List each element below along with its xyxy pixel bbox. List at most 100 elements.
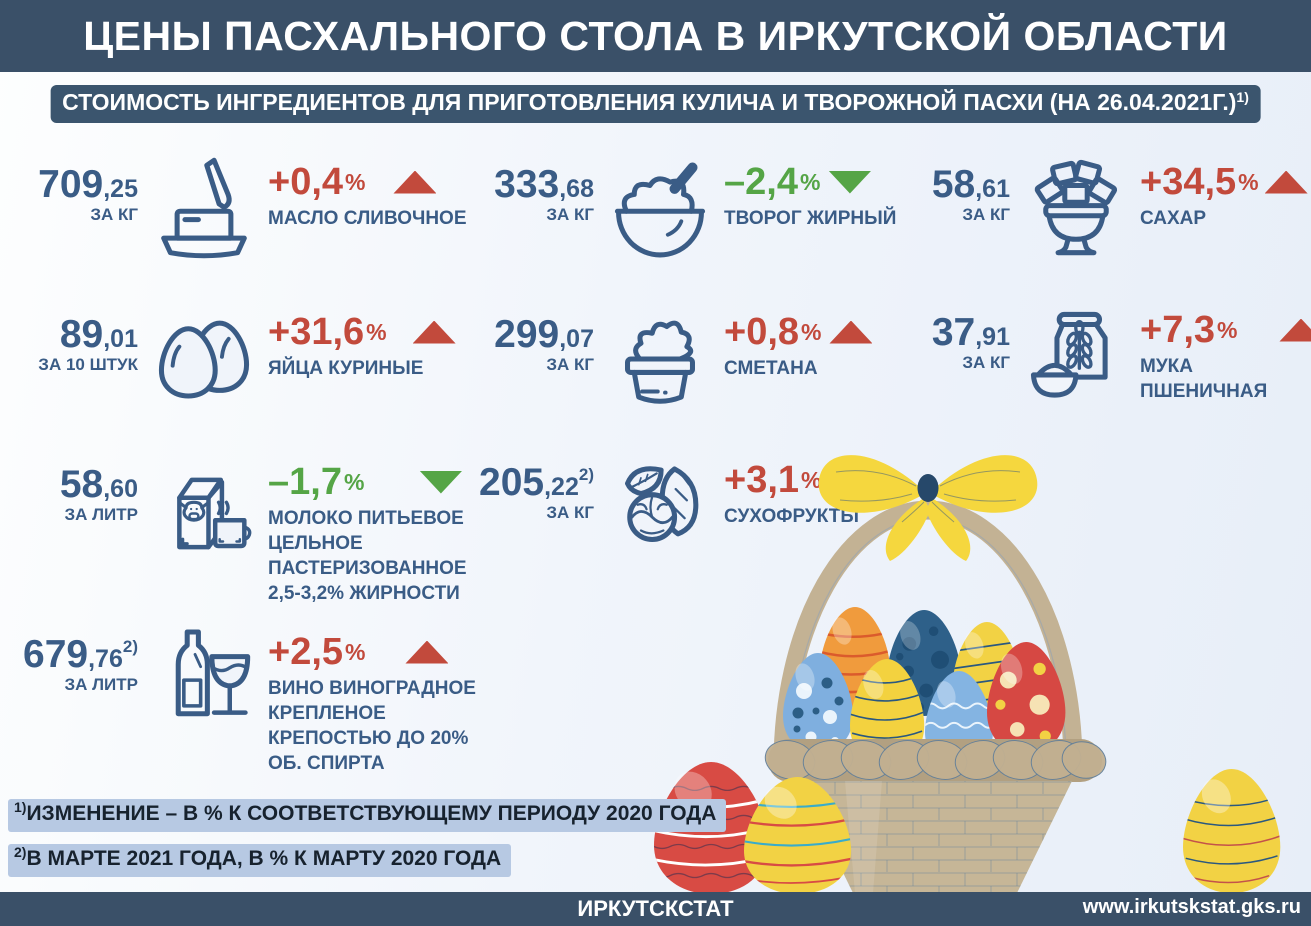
- page-title: ЦЕНЫ ПАСХАЛЬНОГО СТОЛА В ИРКУТСКОЙ ОБЛАС…: [83, 12, 1228, 59]
- price-value: 679: [23, 633, 89, 676]
- footnote-1-marker: 1): [14, 799, 27, 815]
- product-label: ЯЙЦА КУРИНЫЕ: [268, 358, 424, 379]
- price-unit: ЗА ЛИТР: [64, 505, 138, 524]
- product-sugar: 58,61 ЗА КГ +34,5% САХАР: [908, 150, 1308, 268]
- sugar-icon: [1020, 150, 1132, 268]
- price-unit: ЗА 10 ШТУК: [38, 355, 138, 374]
- price-decimals: ,76: [88, 645, 123, 673]
- price-decimals: ,60: [103, 475, 138, 503]
- product-label: МОЛОКО ПИТЬЕВОЕ ЦЕЛЬНОЕ ПАСТЕРИЗОВАННОЕ …: [268, 508, 467, 605]
- price-decimals: ,91: [975, 323, 1010, 351]
- price-block: 333,68 ЗА КГ: [466, 150, 594, 225]
- product-label: СМЕТАНА: [724, 358, 818, 379]
- price-decimals: ,07: [559, 325, 594, 353]
- price-decimals: ,22: [544, 473, 579, 501]
- price-decimals: ,25: [103, 175, 138, 203]
- change-value: +2,5: [268, 631, 344, 673]
- change-block: +0,8% СМЕТАНА: [724, 300, 873, 381]
- price-unit: ЗА КГ: [546, 503, 594, 522]
- price-decimals: ,01: [103, 325, 138, 353]
- org-name: ИРКУТСКСТАТ: [577, 896, 734, 921]
- price-value: 89: [59, 313, 104, 356]
- change-block: +0,4% МАСЛО СЛИВОЧНОЕ: [268, 150, 467, 231]
- egg-blue-dotted: [783, 653, 853, 753]
- price-decimals: ,61: [975, 175, 1010, 203]
- price-unit: ЗА КГ: [546, 355, 594, 374]
- up-triangle-icon: [829, 320, 873, 344]
- price-footnote-marker: 2): [122, 637, 138, 656]
- product-sour-cream: 299,07 ЗА КГ +0,8% СМЕТАНА: [466, 300, 873, 418]
- subtitle-footnote-marker: 1): [1236, 89, 1249, 105]
- subtitle-banner: СТОИМОСТЬ ИНГРЕДИЕНТОВ ДЛЯ ПРИГОТОВЛЕНИЯ…: [50, 85, 1261, 123]
- price-unit: ЗА КГ: [962, 353, 1010, 372]
- change-value: –1,7: [268, 461, 342, 503]
- change-value: +34,5: [1140, 161, 1237, 203]
- percent-sign: %: [1217, 316, 1238, 343]
- price-block: 89,01 ЗА 10 ШТУК: [6, 300, 138, 375]
- price-block: 58,61 ЗА КГ: [908, 150, 1010, 225]
- percent-sign: %: [1238, 168, 1259, 195]
- footnote-2-marker: 2): [14, 844, 27, 860]
- price-block: 679,762) ЗА ЛИТР: [6, 620, 138, 695]
- price-unit: ЗА КГ: [546, 205, 594, 224]
- up-triangle-icon: [1279, 318, 1311, 342]
- percent-sign: %: [345, 168, 366, 195]
- percent-sign: %: [801, 466, 822, 493]
- percent-sign: %: [366, 318, 387, 345]
- price-block: 299,07 ЗА КГ: [466, 300, 594, 375]
- price-unit: ЗА ЛИТР: [64, 675, 138, 694]
- product-label: САХАР: [1140, 208, 1207, 229]
- percent-sign: %: [801, 318, 822, 345]
- price-value: 299: [494, 313, 560, 356]
- eggs-icon: [148, 300, 260, 418]
- percent-sign: %: [343, 468, 365, 495]
- easter-basket-illustration: [654, 455, 1281, 893]
- price-block: 205,222) ЗА КГ: [466, 448, 594, 523]
- percent-sign: %: [345, 638, 366, 665]
- change-value: +0,8: [724, 311, 800, 353]
- subtitle-text: СТОИМОСТЬ ИНГРЕДИЕНТОВ ДЛЯ ПРИГОТОВЛЕНИЯ…: [62, 89, 1237, 115]
- footnote-1: 1)ИЗМЕНЕНИЕ – В % К СООТВЕТСТВУЮЩЕМУ ПЕР…: [8, 799, 727, 832]
- basket-rim: [764, 739, 1107, 782]
- change-value: +0,4: [268, 161, 344, 203]
- price-block: 37,91 ЗА КГ: [908, 298, 1010, 373]
- product-label: ТВОРОГ ЖИРНЫЙ: [724, 208, 897, 229]
- change-value: –2,4: [724, 161, 798, 203]
- price-value: 333: [494, 163, 560, 206]
- flour-icon: [1020, 298, 1132, 416]
- change-value: +7,3: [1140, 309, 1216, 351]
- footnote-2: 2)В МАРТЕ 2021 ГОДА, В % К МАРТУ 2020 ГО…: [8, 844, 512, 877]
- product-wine: 679,762) ЗА ЛИТР +2,5% ВИНО ВИНОГРАДНОЕ …: [6, 620, 496, 776]
- price-value: 58: [59, 463, 104, 506]
- product-eggs: 89,01 ЗА 10 ШТУК +31,6% ЯЙЦА КУРИНЫЕ: [6, 300, 456, 418]
- down-triangle-icon: [828, 170, 872, 194]
- price-unit: ЗА КГ: [90, 205, 138, 224]
- sour-cream-icon: [604, 300, 716, 418]
- down-triangle-icon: [419, 470, 463, 494]
- product-label: СУХОФРУКТЫ: [724, 506, 859, 527]
- price-unit: ЗА КГ: [962, 205, 1010, 224]
- change-value: +31,6: [268, 311, 365, 353]
- up-triangle-icon: [393, 170, 437, 194]
- up-triangle-icon: [412, 320, 456, 344]
- product-label: МУКА ПШЕНИЧНАЯ: [1140, 356, 1268, 403]
- price-value: 205: [479, 461, 545, 504]
- website-url[interactable]: www.irkutskstat.gks.ru: [1082, 896, 1301, 918]
- footnote-1-text: ИЗМЕНЕНИЕ – В % К СООТВЕТСТВУЮЩЕМУ ПЕРИО…: [26, 802, 717, 825]
- price-block: 709,25 ЗА КГ: [6, 150, 138, 225]
- change-block: –1,7% МОЛОКО ПИТЬЕВОЕ ЦЕЛЬНОЕ ПАСТЕРИЗОВ…: [268, 450, 490, 606]
- egg-yellow-lined: [850, 659, 925, 765]
- percent-sign: %: [799, 168, 821, 195]
- product-milk: 58,60 ЗА ЛИТР –1,7% МОЛОКО ПИТЬЕВОЕ ЦЕЛЬ: [6, 450, 490, 606]
- egg-yellow-outside-right: [1183, 769, 1281, 893]
- up-triangle-icon: [405, 640, 449, 664]
- price-footnote-marker: 2): [578, 465, 594, 484]
- egg-red-dotted: [987, 642, 1066, 754]
- footnote-2-text: В МАРТЕ 2021 ГОДА, В % К МАРТУ 2020 ГОДА: [26, 847, 502, 870]
- milk-icon: [148, 450, 260, 568]
- change-block: –2,4% ТВОРОГ ЖИРНЫЙ: [724, 150, 896, 231]
- butter-icon: [148, 150, 260, 268]
- wine-icon: [148, 620, 260, 738]
- product-label: ВИНО ВИНОГРАДНОЕ КРЕПЛЕНОЕ КРЕПОСТЬЮ ДО …: [268, 678, 476, 775]
